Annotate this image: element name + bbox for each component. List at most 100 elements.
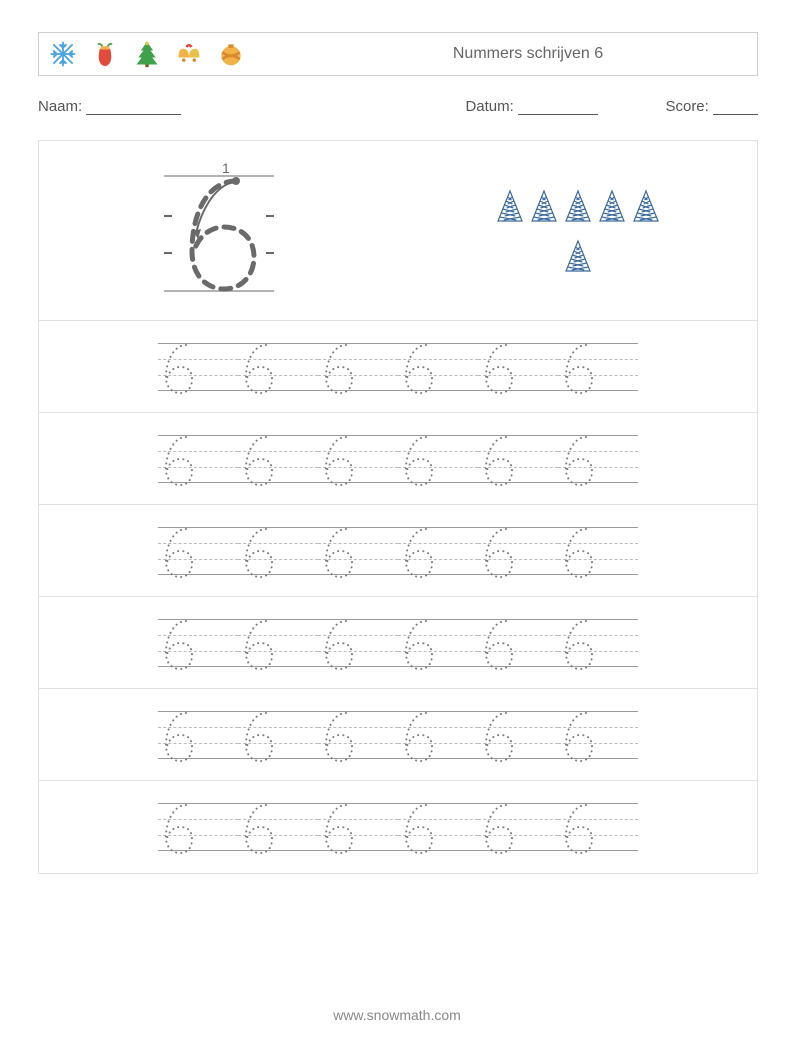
trace-cell[interactable]	[398, 797, 478, 857]
dotted-six	[478, 337, 518, 397]
count-star-icon	[564, 239, 592, 273]
dotted-six	[398, 521, 438, 581]
stroke-number-label: 1	[222, 161, 230, 176]
stars-row-2	[496, 239, 660, 273]
practice-row	[39, 781, 757, 873]
dotted-six	[238, 429, 278, 489]
christmas-tree-icon	[133, 40, 161, 68]
dotted-six	[238, 521, 278, 581]
header-icons: {}	[39, 40, 245, 68]
dotted-six	[558, 429, 598, 489]
score-label: Score:	[665, 98, 708, 115]
trace-cell[interactable]	[398, 337, 478, 397]
trace-cell[interactable]	[318, 705, 398, 765]
name-label: Naam:	[38, 98, 82, 115]
dotted-six	[478, 613, 518, 673]
trace-cell[interactable]	[158, 337, 238, 397]
practice-cells	[158, 429, 638, 489]
dotted-six	[558, 797, 598, 857]
dotted-six	[558, 705, 598, 765]
trace-cell[interactable]	[238, 705, 318, 765]
trace-cell[interactable]	[558, 705, 638, 765]
dotted-six	[478, 521, 518, 581]
trace-cell[interactable]	[238, 613, 318, 673]
dotted-six	[398, 337, 438, 397]
trace-cell[interactable]	[558, 337, 638, 397]
dotted-six	[398, 613, 438, 673]
snowflake-icon: {}	[49, 40, 77, 68]
practice-cells	[158, 797, 638, 857]
practice-row	[39, 413, 757, 505]
trace-cell[interactable]	[398, 705, 478, 765]
date-blank[interactable]	[518, 101, 598, 115]
dotted-six	[558, 521, 598, 581]
trace-cell[interactable]	[158, 705, 238, 765]
trace-cell[interactable]	[478, 613, 558, 673]
date-field: Datum:	[465, 98, 598, 115]
trace-cell[interactable]	[158, 797, 238, 857]
dotted-six	[478, 429, 518, 489]
trace-cell[interactable]	[318, 613, 398, 673]
trace-cell[interactable]	[398, 429, 478, 489]
count-star-icon	[496, 189, 524, 223]
practice-row	[39, 321, 757, 413]
dotted-six	[398, 797, 438, 857]
trace-cell[interactable]	[478, 429, 558, 489]
practice-cells	[158, 705, 638, 765]
trace-cell[interactable]	[558, 797, 638, 857]
dotted-six	[398, 429, 438, 489]
score-blank[interactable]	[713, 101, 758, 115]
name-field: Naam:	[38, 98, 181, 115]
trace-cell[interactable]	[318, 521, 398, 581]
trace-cell[interactable]	[478, 797, 558, 857]
trace-cell[interactable]	[238, 797, 318, 857]
dotted-six	[318, 797, 358, 857]
dotted-six	[398, 705, 438, 765]
top-panel: 1	[39, 141, 757, 321]
practice-cells	[158, 613, 638, 673]
dotted-six	[478, 797, 518, 857]
trace-cell[interactable]	[318, 429, 398, 489]
trace-cell[interactable]	[318, 797, 398, 857]
main-box: 1	[38, 140, 758, 874]
worksheet-page: {}	[0, 0, 794, 1053]
stars-wrap	[496, 189, 660, 273]
dotted-six	[238, 613, 278, 673]
dotted-six	[158, 429, 198, 489]
trace-cell[interactable]	[158, 613, 238, 673]
ornament-ball-icon	[217, 40, 245, 68]
trace-cell[interactable]	[238, 429, 318, 489]
star-count-cell	[398, 141, 757, 320]
trace-cell[interactable]	[558, 521, 638, 581]
trace-cell[interactable]	[478, 337, 558, 397]
guide-six-svg: 1	[164, 161, 274, 301]
practice-row	[39, 597, 757, 689]
trace-cell[interactable]	[558, 613, 638, 673]
trace-cell[interactable]	[478, 521, 558, 581]
trace-cell[interactable]	[558, 429, 638, 489]
name-blank[interactable]	[86, 101, 181, 115]
practice-row	[39, 689, 757, 781]
trace-cell[interactable]	[158, 521, 238, 581]
gift-sack-icon	[91, 40, 119, 68]
trace-cell[interactable]	[238, 337, 318, 397]
trace-cell[interactable]	[478, 705, 558, 765]
count-star-icon	[530, 189, 558, 223]
trace-cell[interactable]	[318, 337, 398, 397]
dotted-six	[158, 337, 198, 397]
stars-row-1	[496, 189, 660, 223]
trace-cell[interactable]	[398, 613, 478, 673]
trace-cell[interactable]	[158, 429, 238, 489]
dotted-six	[558, 613, 598, 673]
trace-cell[interactable]	[238, 521, 318, 581]
practice-row	[39, 505, 757, 597]
count-star-icon	[598, 189, 626, 223]
date-label: Datum:	[465, 98, 513, 115]
header-bar: {}	[38, 32, 758, 76]
dotted-six	[318, 521, 358, 581]
trace-cell[interactable]	[398, 521, 478, 581]
footer-url: www.snowmath.com	[0, 1007, 794, 1023]
dotted-six	[238, 797, 278, 857]
dotted-six	[158, 797, 198, 857]
dotted-six	[158, 705, 198, 765]
